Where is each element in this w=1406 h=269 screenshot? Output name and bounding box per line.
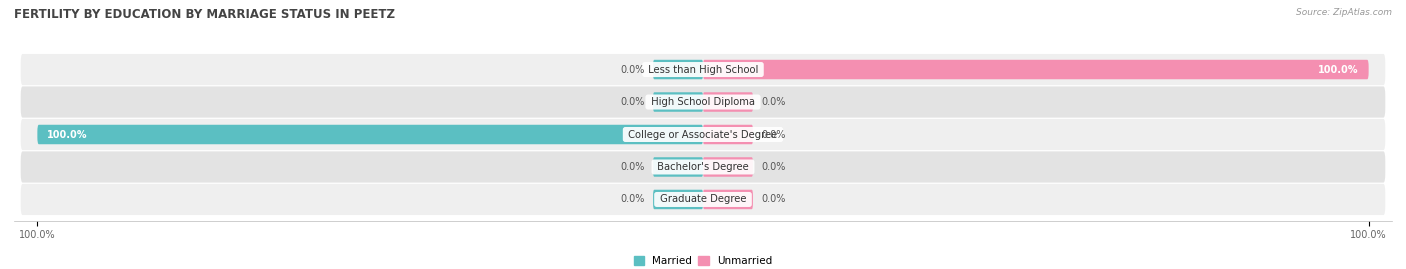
FancyBboxPatch shape <box>703 190 754 209</box>
Text: 0.0%: 0.0% <box>761 129 786 140</box>
Text: 0.0%: 0.0% <box>620 162 645 172</box>
Text: 100.0%: 100.0% <box>48 129 87 140</box>
FancyBboxPatch shape <box>703 125 754 144</box>
FancyBboxPatch shape <box>21 119 1385 150</box>
Text: FERTILITY BY EDUCATION BY MARRIAGE STATUS IN PEETZ: FERTILITY BY EDUCATION BY MARRIAGE STATU… <box>14 8 395 21</box>
FancyBboxPatch shape <box>652 190 703 209</box>
Text: 0.0%: 0.0% <box>761 97 786 107</box>
FancyBboxPatch shape <box>703 60 1368 79</box>
FancyBboxPatch shape <box>652 157 703 177</box>
Text: 0.0%: 0.0% <box>620 97 645 107</box>
Text: Less than High School: Less than High School <box>645 65 761 75</box>
FancyBboxPatch shape <box>652 92 703 112</box>
Text: Source: ZipAtlas.com: Source: ZipAtlas.com <box>1296 8 1392 17</box>
Text: 0.0%: 0.0% <box>620 65 645 75</box>
Legend: Married, Unmarried: Married, Unmarried <box>630 252 776 269</box>
FancyBboxPatch shape <box>21 54 1385 85</box>
Text: 0.0%: 0.0% <box>620 194 645 204</box>
FancyBboxPatch shape <box>21 151 1385 183</box>
FancyBboxPatch shape <box>652 60 703 79</box>
Text: College or Associate's Degree: College or Associate's Degree <box>626 129 780 140</box>
Text: High School Diploma: High School Diploma <box>648 97 758 107</box>
FancyBboxPatch shape <box>703 92 754 112</box>
Text: 0.0%: 0.0% <box>761 194 786 204</box>
FancyBboxPatch shape <box>21 86 1385 118</box>
FancyBboxPatch shape <box>703 157 754 177</box>
Text: Graduate Degree: Graduate Degree <box>657 194 749 204</box>
FancyBboxPatch shape <box>21 184 1385 215</box>
Text: 100.0%: 100.0% <box>1319 65 1358 75</box>
Text: 0.0%: 0.0% <box>761 162 786 172</box>
FancyBboxPatch shape <box>38 125 703 144</box>
Text: Bachelor's Degree: Bachelor's Degree <box>654 162 752 172</box>
